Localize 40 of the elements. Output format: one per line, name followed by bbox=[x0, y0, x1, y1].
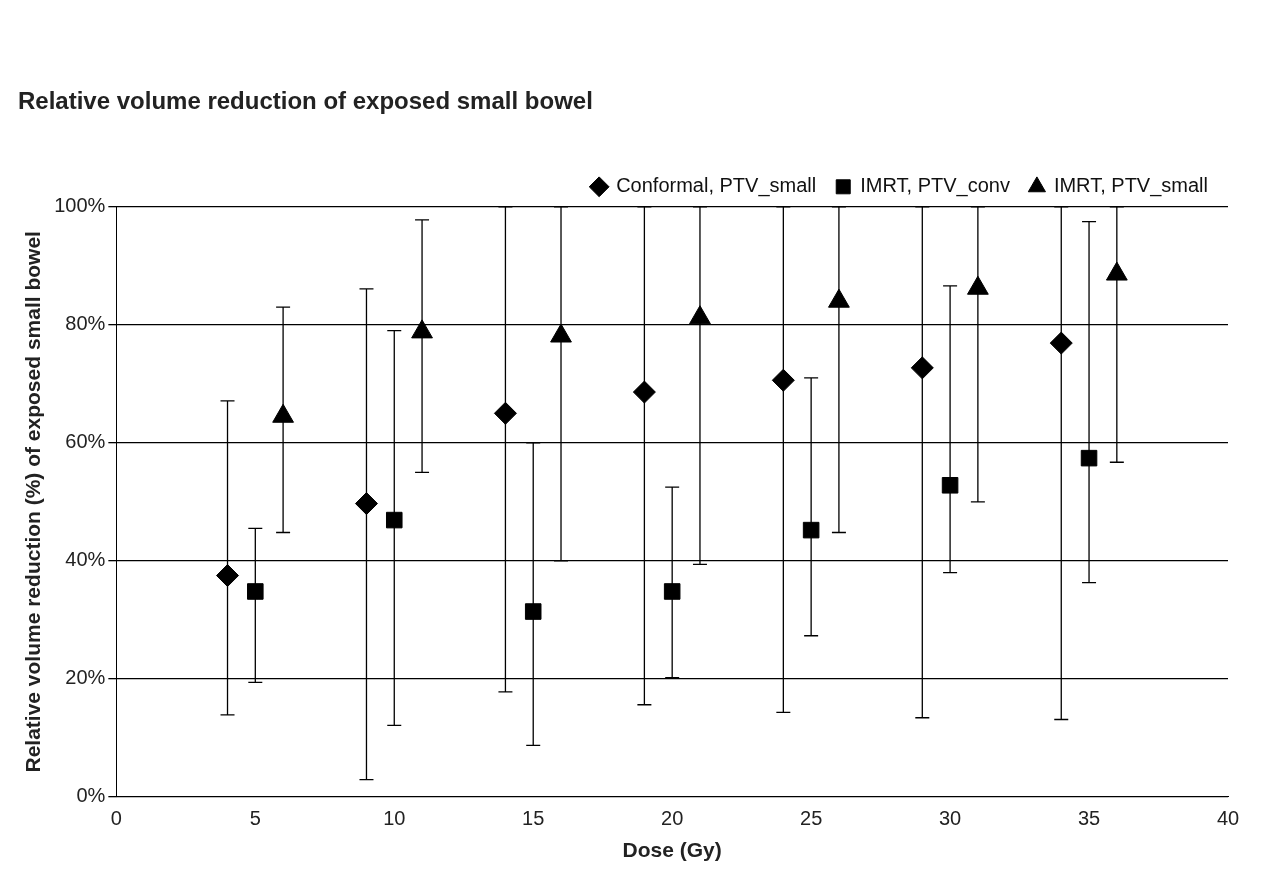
x-tick-label: 40 bbox=[1216, 807, 1240, 830]
y-tick-label: 60% bbox=[65, 430, 106, 453]
y-tick-label: 80% bbox=[65, 312, 106, 335]
legend-label: IMRT, PTV_conv bbox=[860, 174, 1010, 198]
point bbox=[354, 492, 378, 516]
legend-label: IMRT, PTV_small bbox=[1053, 174, 1209, 198]
point bbox=[524, 603, 542, 620]
point bbox=[247, 583, 264, 600]
x-tick-label: 20 bbox=[661, 807, 684, 830]
point bbox=[828, 288, 850, 308]
point bbox=[1105, 261, 1128, 281]
x-tick-label: 15 bbox=[522, 807, 545, 830]
point bbox=[966, 275, 989, 295]
x-tick-label: 10 bbox=[383, 807, 406, 830]
y-axis-title: Relative volume reduction (%) of exposed small bowel bbox=[21, 231, 45, 773]
x-axis-title: Dose (Gy) bbox=[622, 838, 722, 862]
x-tick-label: 0 bbox=[110, 807, 122, 830]
point bbox=[663, 583, 681, 600]
y-tick-label: 20% bbox=[65, 666, 106, 689]
point bbox=[941, 477, 959, 494]
x-tick-label: 5 bbox=[249, 807, 261, 830]
point bbox=[1080, 449, 1098, 467]
point bbox=[802, 521, 820, 539]
legend-label: Conformal, PTV_small bbox=[616, 174, 817, 198]
x-tick-label: 35 bbox=[1077, 807, 1101, 830]
point bbox=[272, 403, 294, 423]
point bbox=[411, 319, 433, 339]
y-tick-label: 100% bbox=[54, 194, 106, 217]
x-tick-label: 25 bbox=[800, 807, 823, 830]
point bbox=[216, 564, 240, 588]
y-tick-label: 0% bbox=[76, 784, 106, 807]
point bbox=[550, 323, 572, 343]
point bbox=[493, 401, 517, 425]
point bbox=[771, 368, 795, 392]
x-tick-label: 30 bbox=[938, 807, 962, 830]
y-tick-label: 40% bbox=[65, 548, 106, 571]
point bbox=[632, 380, 656, 404]
chart-title: Relative volume reduction of exposed small bowel bbox=[18, 87, 593, 115]
point bbox=[385, 511, 403, 529]
point bbox=[689, 305, 711, 325]
